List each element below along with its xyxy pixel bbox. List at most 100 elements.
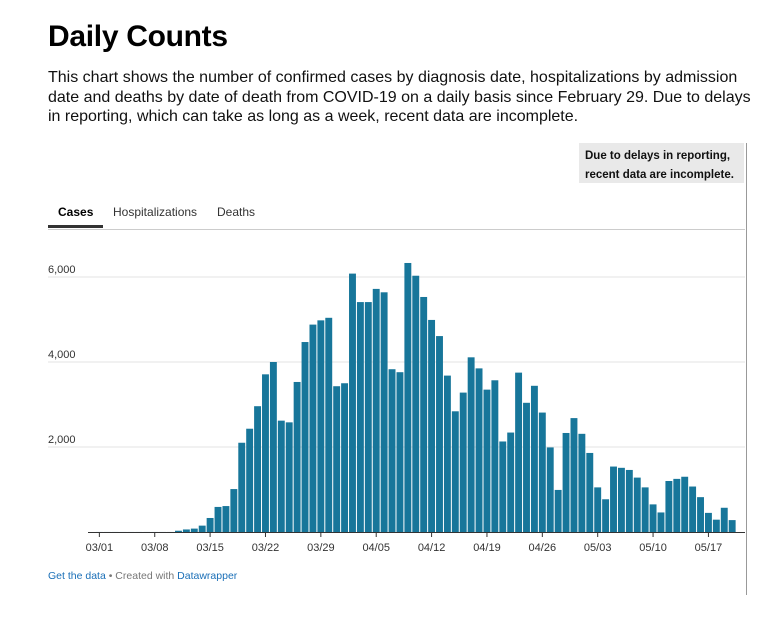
- footer-separator-text: • Created with: [105, 570, 178, 582]
- bar: [467, 357, 475, 532]
- bar: [277, 420, 285, 532]
- bar: [673, 478, 681, 533]
- bar: [396, 372, 404, 532]
- bar: [594, 487, 602, 533]
- bar: [483, 389, 491, 533]
- note-marker-line: [746, 143, 747, 595]
- x-tick-label: 05/17: [695, 542, 723, 554]
- bar: [364, 302, 372, 532]
- bar: [269, 362, 277, 532]
- bar: [285, 422, 293, 532]
- bar: [262, 374, 269, 532]
- x-tick-label: 04/19: [473, 542, 501, 554]
- bar: [254, 406, 262, 532]
- bar: [230, 489, 238, 532]
- note-line-2: recent data are incomplete.: [585, 169, 734, 181]
- bar: [175, 530, 182, 533]
- bar: [704, 512, 712, 533]
- bar: [586, 452, 594, 532]
- bar: [246, 428, 254, 532]
- y-tick-label: 6,000: [48, 264, 76, 276]
- y-tick-label: 2,000: [48, 434, 76, 446]
- bar: [617, 467, 625, 532]
- tab-cases[interactable]: Cases: [58, 205, 94, 219]
- bar: [641, 487, 649, 533]
- bar: [538, 412, 546, 532]
- bar: [554, 489, 562, 533]
- x-tick-label: 03/01: [86, 542, 114, 554]
- bar: [341, 383, 349, 532]
- bar: [657, 512, 665, 532]
- bar: [562, 432, 570, 532]
- bar: [665, 481, 673, 532]
- datawrapper-link[interactable]: Datawrapper: [177, 570, 238, 582]
- bar: [206, 517, 214, 533]
- x-tick-label: 03/29: [307, 542, 335, 554]
- bar: [523, 402, 530, 532]
- tab-hospitalizations[interactable]: Hospitalizations: [113, 205, 198, 219]
- bar: [578, 433, 586, 532]
- bar: [198, 525, 206, 533]
- bar: [610, 466, 617, 532]
- x-tick-label: 03/08: [141, 542, 169, 554]
- chart-description: This chart shows the number of confirmed…: [48, 69, 751, 125]
- x-tick-label: 05/10: [639, 542, 667, 554]
- bar: [333, 386, 341, 532]
- bar: [349, 273, 356, 532]
- x-tick-label: 04/05: [362, 542, 390, 554]
- bar: [649, 504, 657, 533]
- bar: [214, 506, 222, 532]
- bar: [428, 319, 436, 532]
- bar: [681, 476, 689, 532]
- bar: [728, 520, 736, 532]
- bar: [404, 262, 412, 532]
- bar: [222, 506, 230, 532]
- bar: [633, 477, 641, 532]
- get-the-data-link[interactable]: Get the data: [48, 570, 106, 582]
- bar: [190, 528, 198, 532]
- bar: [443, 375, 451, 532]
- bar: [301, 342, 309, 532]
- bar: [182, 529, 190, 532]
- bar: [459, 392, 467, 532]
- bar: [515, 372, 523, 533]
- bar: [491, 380, 499, 532]
- bar: [451, 411, 459, 532]
- bar: [546, 447, 554, 533]
- bar: [712, 519, 720, 532]
- active-tab-indicator: [48, 225, 103, 228]
- bar: [238, 442, 246, 532]
- bar: [720, 507, 728, 532]
- bar: [412, 275, 420, 532]
- y-tick-label: 4,000: [48, 349, 76, 361]
- bar: [325, 317, 333, 532]
- bar: [475, 368, 483, 533]
- x-tick-label: 03/15: [196, 542, 224, 554]
- bar: [499, 441, 507, 532]
- chart-footer: Get the data • Created with Datawrapper: [48, 570, 237, 582]
- bar: [309, 324, 317, 532]
- bar: [436, 336, 443, 532]
- bar: [530, 385, 538, 532]
- bar: [625, 469, 633, 532]
- bar: [356, 302, 364, 532]
- x-tick-label: 03/22: [252, 542, 280, 554]
- bar: [380, 292, 388, 532]
- bar: [570, 418, 578, 532]
- bar: [372, 288, 380, 532]
- note-line-1: Due to delays in reporting,: [585, 150, 731, 162]
- x-tick-label: 04/26: [529, 542, 557, 554]
- x-tick-label: 04/12: [418, 542, 446, 554]
- daily-cases-bar-chart: 2,000 4,000 6,000 03/01 03/08 03/15 03/22 03/29…: [48, 262, 745, 554]
- bar: [689, 486, 697, 533]
- tab-bar: Cases Hospitalizations Deaths: [48, 200, 745, 230]
- bar: [697, 497, 704, 532]
- bar: [602, 499, 610, 532]
- x-tick-label: 05/03: [584, 542, 612, 554]
- bar: [507, 432, 515, 532]
- bar: [388, 369, 396, 532]
- bar: [293, 381, 301, 532]
- tab-deaths[interactable]: Deaths: [217, 205, 256, 219]
- bar: [420, 296, 428, 532]
- bar: [317, 320, 325, 532]
